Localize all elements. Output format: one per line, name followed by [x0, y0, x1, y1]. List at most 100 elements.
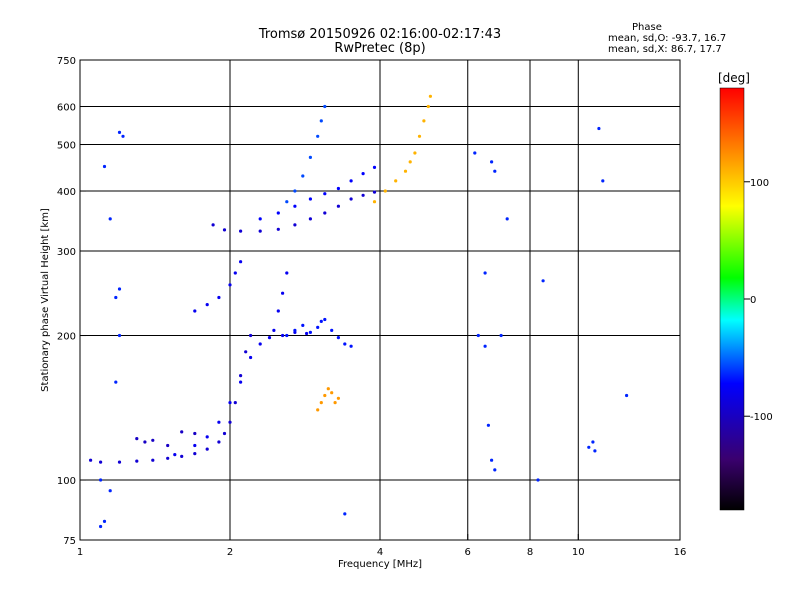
data-point	[193, 443, 197, 448]
data-point	[285, 271, 289, 275]
colorbar-ticks: 100 0 -100	[744, 178, 773, 423]
data-point	[536, 478, 540, 482]
colorbar-label: [deg]	[718, 71, 750, 85]
x-tick-label: 6	[465, 547, 471, 558]
data-point	[293, 328, 297, 332]
data-point	[211, 223, 215, 227]
phase-o-stats: mean, sd,O: -93.7, 16.7	[608, 33, 727, 44]
data-point	[336, 336, 340, 340]
colorbar-tick-label: -100	[750, 412, 773, 423]
y-axis-label: Stationary phase Virtual Height [km]	[40, 208, 51, 392]
data-point	[336, 396, 340, 400]
data-point	[301, 323, 305, 327]
data-point	[117, 460, 122, 464]
y-tick-label: 100	[57, 476, 76, 487]
data-point	[308, 217, 312, 221]
data-point	[222, 431, 227, 436]
data-point	[180, 430, 184, 434]
data-point	[281, 291, 285, 295]
data-point	[276, 211, 280, 215]
data-point	[493, 169, 497, 173]
data-point	[316, 325, 320, 329]
colorbar	[719, 87, 745, 511]
data-point	[151, 438, 155, 442]
data-point	[597, 126, 601, 131]
data-point	[403, 169, 408, 173]
data-point	[239, 374, 243, 378]
data-point	[394, 179, 398, 183]
data-point	[217, 420, 221, 424]
data-point	[383, 189, 387, 193]
data-point	[343, 512, 347, 516]
x-tick-label: 4	[377, 547, 383, 558]
data-point	[601, 179, 605, 183]
y-tick-label: 500	[57, 141, 76, 152]
data-point	[486, 423, 490, 427]
data-point	[316, 408, 320, 412]
data-point	[239, 380, 243, 384]
data-point	[417, 134, 422, 138]
data-point	[541, 279, 545, 283]
y-tick-label: 200	[57, 332, 76, 343]
data-point	[121, 134, 125, 138]
data-point	[343, 342, 347, 346]
data-point	[593, 449, 597, 453]
data-point	[473, 151, 477, 155]
data-point	[272, 328, 276, 332]
data-point	[428, 94, 432, 98]
data-point	[193, 452, 197, 456]
x-tick-label: 2	[227, 547, 233, 558]
data-point	[333, 401, 337, 405]
data-point	[108, 489, 112, 493]
data-point	[180, 454, 184, 458]
data-point	[228, 401, 232, 405]
phase-x-stats: mean, sd,X: 86.7, 17.7	[608, 44, 722, 55]
data-point	[490, 458, 494, 462]
data-point	[285, 333, 289, 338]
data-point	[330, 328, 334, 332]
data-point	[323, 192, 327, 196]
data-point	[293, 223, 297, 227]
data-point	[293, 189, 297, 193]
data-point	[285, 200, 289, 204]
data-point	[267, 336, 272, 340]
data-point	[228, 420, 232, 424]
x-tick-label: 1	[77, 547, 83, 558]
y-tick-label: 300	[57, 247, 76, 258]
data-point	[244, 350, 248, 354]
data-point	[114, 380, 118, 384]
x-tick-label: 16	[674, 547, 687, 558]
data-point	[135, 459, 139, 463]
data-point	[326, 387, 330, 391]
axis-ticks: 1 2 4 6 8 10 16 75 100 200 300 400 500 600 750	[57, 56, 686, 558]
data-point	[308, 155, 312, 159]
data-point	[193, 309, 197, 313]
grid-lines	[80, 60, 680, 540]
data-point	[422, 119, 426, 123]
data-point	[217, 295, 221, 300]
data-point	[305, 331, 309, 336]
data-point	[483, 344, 487, 348]
data-point	[166, 456, 170, 460]
data-point	[316, 134, 320, 138]
data-point	[361, 172, 365, 176]
x-tick-label: 10	[572, 547, 585, 558]
data-point	[323, 104, 327, 109]
data-point	[205, 303, 209, 307]
data-point	[276, 309, 280, 313]
data-point	[372, 190, 377, 194]
data-point	[349, 179, 353, 183]
data-point	[258, 342, 262, 346]
data-point	[319, 319, 323, 323]
data-point	[99, 524, 103, 529]
colorbar-tick-label: 100	[750, 178, 769, 189]
data-point	[336, 204, 340, 208]
data-point	[319, 119, 323, 123]
data-point	[591, 440, 595, 444]
data-point	[413, 151, 417, 155]
data-point	[228, 283, 232, 287]
y-tick-label: 400	[57, 187, 76, 198]
data-point	[372, 200, 377, 204]
x-axis-label: Frequency [MHz]	[338, 559, 422, 570]
